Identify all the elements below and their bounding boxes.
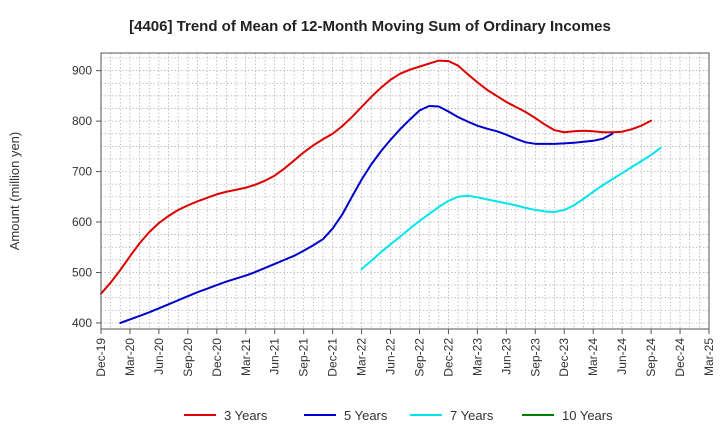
x-tick-label: Sep-24 [644, 338, 658, 377]
y-tick-label: 900 [72, 64, 92, 78]
legend-label: 7 Years [450, 408, 494, 423]
x-tick-label: Mar-20 [123, 338, 137, 376]
x-tick-label: Sep-23 [528, 338, 542, 377]
x-tick-label: Jun-23 [499, 338, 513, 375]
x-tick-label: Mar-24 [586, 338, 600, 376]
x-tick-label: Dec-23 [557, 338, 571, 377]
x-tick-label: Mar-23 [470, 338, 484, 376]
x-tick-label: Dec-24 [673, 338, 687, 377]
legend: 3 Years 5 Years 7 Years 10 Years [184, 408, 613, 423]
series-line-5-years [119, 104, 614, 324]
series-line-3-years [100, 59, 653, 295]
x-tick-label: Jun-21 [268, 338, 282, 375]
legend-label: 10 Years [562, 408, 613, 423]
y-axis-ticks: 400 500 600 700 800 900 [72, 64, 101, 330]
legend-label: 5 Years [344, 408, 388, 423]
y-tick-label: 600 [72, 215, 92, 229]
y-tick-label: 800 [72, 114, 92, 128]
legend-label: 3 Years [224, 408, 268, 423]
plot-area-border [100, 52, 710, 330]
x-tick-label: Mar-22 [355, 338, 369, 376]
y-axis-label: Amount (million yen) [7, 132, 22, 251]
x-axis-ticks: Dec-19 Mar-20 Jun-20 Sep-20 Dec-20 Mar-21 Jun-… [94, 329, 716, 377]
x-tick-label: Dec-21 [326, 338, 340, 377]
x-tick-label: Sep-20 [181, 338, 195, 377]
y-tick-label: 400 [72, 316, 92, 330]
y-tick-label: 500 [72, 265, 92, 279]
series-lines [100, 59, 662, 324]
gridlines [101, 53, 709, 329]
series-line-7-years [360, 146, 662, 270]
y-tick-label: 700 [72, 165, 92, 179]
x-tick-label: Mar-21 [239, 338, 253, 376]
x-tick-label: Jun-22 [384, 338, 398, 375]
x-tick-label: Jun-24 [615, 338, 629, 375]
x-tick-label: Sep-21 [297, 338, 311, 377]
x-tick-label: Dec-22 [441, 338, 455, 377]
x-tick-label: Dec-20 [210, 338, 224, 377]
x-tick-label: Mar-25 [702, 338, 716, 376]
x-tick-label: Dec-19 [94, 338, 108, 377]
chart-title: [4406] Trend of Mean of 12-Month Moving … [129, 18, 611, 35]
x-tick-label: Sep-22 [412, 338, 426, 377]
x-tick-label: Jun-20 [152, 338, 166, 375]
